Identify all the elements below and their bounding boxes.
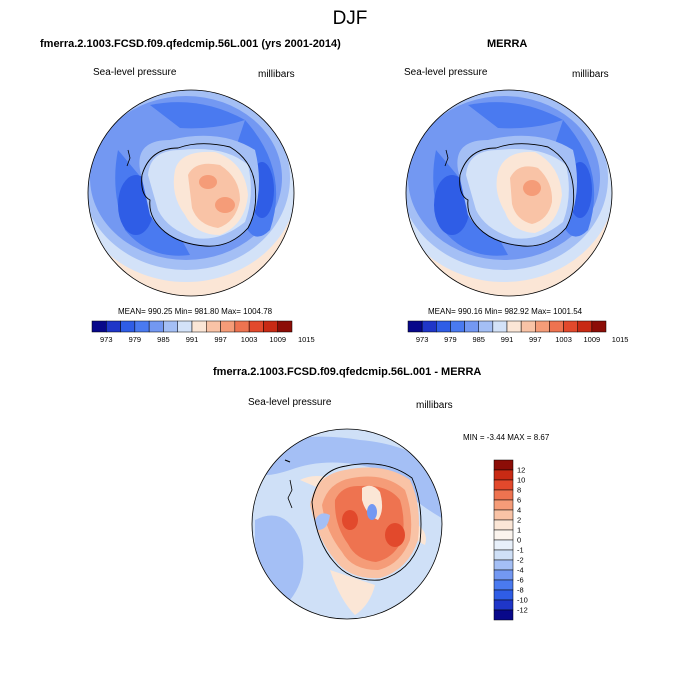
model-variable-label: Sea-level pressure [93,67,177,78]
colorbar-tick-label: 991 [501,335,514,344]
colorbar-box [464,320,479,333]
colorbar-box [493,459,514,471]
figure-title: DJF [332,8,368,29]
colorbar-tick-label: 4 [517,506,521,515]
colorbar-tick-label: -1 [517,546,524,555]
colorbar-box [421,320,437,333]
model-colorbar: 973 979 985 991 997 1003 1009 1015 [91,320,315,344]
colorbar-tick-label: 0 [517,536,521,545]
colorbar-tick-label: 1009 [269,335,286,344]
colorbar-tick-label: -6 [517,576,524,585]
difference-variable-label: Sea-level pressure [248,397,332,408]
difference-units-label: millibars [416,400,453,411]
colorbar-box [134,320,150,333]
colorbar-tick-label: 985 [157,335,170,344]
colorbar-tick-label: 1015 [298,335,315,344]
colorbar-box [493,569,514,581]
colorbar-box [493,599,514,611]
colorbar-box [520,320,536,333]
colorbar-box [248,320,264,333]
colorbar-tick-label: 6 [517,496,521,505]
colorbar-box [220,320,236,333]
colorbar-tick-label: 997 [529,335,542,344]
reference-colorbar: 973 979 985 991 997 1003 1009 1015 [407,320,629,344]
difference-panel-title: fmerra.2.1003.FCSD.f09.qfedcmip.56L.001 … [213,366,482,378]
colorbar-tick-label: 1015 [612,335,629,344]
colorbar-box [493,469,514,481]
colorbar-tick-label: 979 [129,335,142,344]
colorbar-box [493,489,514,501]
difference-polar-map [251,428,443,620]
reference-polar-map [405,89,613,297]
reference-stats: MEAN= 990.16 Min= 982.92 Max= 1001.54 [428,307,583,316]
reference-variable-label: Sea-level pressure [404,67,488,78]
colorbar-box [535,320,550,333]
colorbar-box [549,320,564,333]
colorbar-box [493,579,514,591]
colorbar-box [478,320,494,333]
colorbar-box [407,320,423,333]
colorbar-tick-label: 10 [517,476,525,485]
colorbar-box [177,320,193,333]
colorbar-box [234,320,250,333]
colorbar-box [577,320,593,333]
colorbar-tick-label: 1009 [584,335,601,344]
colorbar-box [493,509,514,521]
colorbar-box [163,320,178,333]
colorbar-tick-label: 8 [517,486,521,495]
colorbar-tick-label: 979 [444,335,457,344]
colorbar-box [493,539,514,551]
colorbar-tick-label: -12 [517,606,528,615]
colorbar-box [450,320,465,333]
colorbar-box [148,320,164,333]
reference-panel-title: MERRA [487,38,528,50]
colorbar-box [191,320,207,333]
model-units-label: millibars [258,69,295,80]
colorbar-tick-label: -2 [517,556,524,565]
model-panel-title: fmerra.2.1003.FCSD.f09.qfedcmip.56L.001 … [40,38,341,50]
colorbar-box [493,479,514,491]
colorbar-box [436,320,451,333]
colorbar-box [563,320,578,333]
colorbar-box [120,320,136,333]
colorbar-box [506,320,522,333]
model-stats: MEAN= 990.25 Min= 981.80 Max= 1004.78 [118,307,273,316]
colorbar-box [493,609,514,621]
difference-stats: MIN = -3.44 MAX = 8.67 [463,433,550,442]
colorbar-tick-label: 973 [416,335,429,344]
colorbar-box [492,320,508,333]
colorbar-tick-label: 12 [517,466,525,475]
colorbar-box [493,499,514,511]
colorbar-box [493,529,514,541]
colorbar-box [277,320,293,333]
colorbar-box [493,549,514,561]
colorbar-box [91,320,107,333]
colorbar-tick-label: 1003 [241,335,258,344]
colorbar-tick-label: -10 [517,596,528,605]
colorbar-tick-label: -8 [517,586,524,595]
colorbar-tick-label: 991 [186,335,199,344]
colorbar-tick-label: 2 [517,516,521,525]
colorbar-box [206,320,221,333]
reference-units-label: millibars [572,69,609,80]
colorbar-box [591,320,607,333]
colorbar-box [493,559,514,571]
colorbar-box [493,519,514,531]
colorbar-box [493,589,514,601]
model-polar-map [87,89,295,297]
colorbar-tick-label: 973 [100,335,113,344]
colorbar-tick-label: 997 [214,335,227,344]
colorbar-box [106,320,121,333]
colorbar-tick-label: -4 [517,566,524,575]
colorbar-tick-label: 1003 [555,335,572,344]
colorbar-tick-label: 1 [517,526,521,535]
colorbar-tick-label: 985 [472,335,485,344]
colorbar-box [263,320,278,333]
